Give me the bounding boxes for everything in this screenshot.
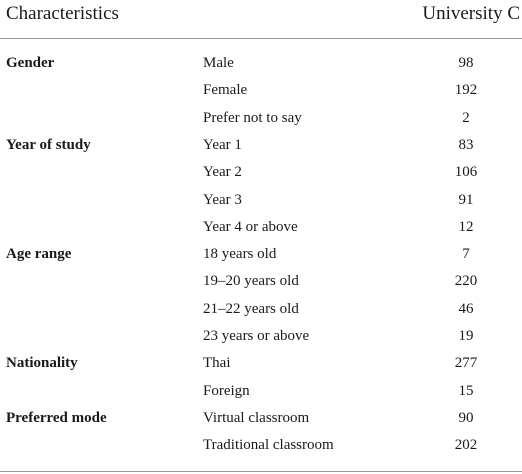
row-label: 18 years old [203, 246, 277, 263]
row-value: 7 [462, 246, 470, 263]
row-value: 98 [458, 55, 474, 71]
row-value: 192 [454, 82, 478, 99]
header-rule [0, 38, 522, 39]
row-label: Thai [203, 355, 231, 372]
row-label: Foreign [203, 382, 250, 399]
group-label: Gender [6, 55, 55, 71]
row-value: 46 [458, 300, 474, 317]
group-label: Nationality [6, 355, 78, 372]
group-label: Age range [6, 246, 72, 263]
row-value: 277 [454, 355, 478, 372]
row-label: Year 1 [203, 136, 242, 153]
header-cell: University C [422, 3, 520, 24]
row-value: 202 [454, 437, 478, 454]
row-label: Traditional classroom [203, 437, 334, 454]
group-label: Year of study [6, 136, 91, 153]
row-label: Prefer not to say [203, 109, 302, 126]
row-value: 19 [458, 328, 474, 344]
row-value: 2 [462, 109, 470, 126]
row-value: 83 [458, 136, 474, 153]
row-label: Male [203, 55, 234, 71]
header-cell: Characteristics [6, 3, 119, 24]
row-label: Year 3 [203, 191, 242, 208]
row-value: 90 [458, 409, 474, 426]
row-value: 220 [454, 273, 478, 290]
row-label: Female [203, 82, 248, 99]
row-label: 23 years or above [203, 328, 310, 344]
row-value: 106 [454, 164, 478, 181]
row-value: 15 [458, 382, 474, 399]
row-label: Year 2 [203, 164, 242, 181]
row-label: Virtual classroom [203, 409, 310, 426]
row-value: 12 [458, 218, 474, 235]
row-label: 19–20 years old [203, 273, 299, 290]
row-label: Year 4 or above [203, 218, 298, 235]
bottom-rule [0, 471, 522, 472]
row-label: 21–22 years old [203, 300, 299, 317]
row-value: 91 [458, 191, 474, 208]
group-label: Preferred mode [6, 409, 107, 426]
